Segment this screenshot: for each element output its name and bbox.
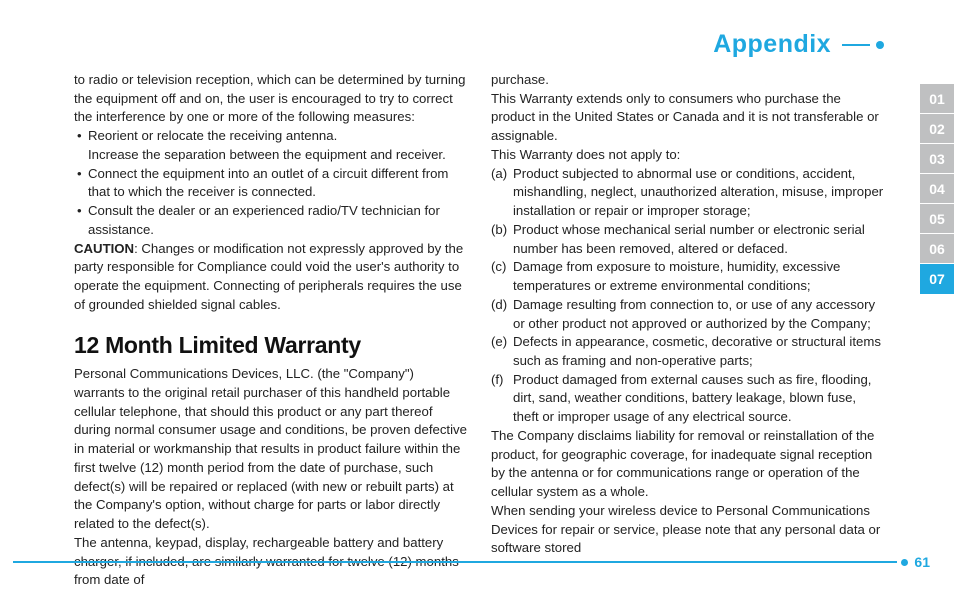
sending-paragraph: When sending your wireless device to Per…: [491, 502, 884, 558]
item-f-text: Product damaged from external causes suc…: [513, 372, 871, 424]
right-column: purchase. This Warranty extends only to …: [491, 71, 884, 590]
item-e-text: Defects in appearance, cosmetic, decorat…: [513, 334, 881, 368]
bullet-1: Reorient or relocate the receiving anten…: [74, 127, 467, 146]
caution-paragraph: CAUTION: Changes or modification not exp…: [74, 240, 467, 315]
purchase-line: purchase.: [491, 71, 884, 90]
item-d: (d) Damage resulting from connection to, …: [491, 296, 884, 333]
header-line-decor: [842, 44, 870, 46]
item-f: (f) Product damaged from external causes …: [491, 371, 884, 427]
intro-paragraph: to radio or television reception, which …: [74, 71, 467, 127]
tab-06[interactable]: 06: [920, 234, 954, 264]
section-tabs: 01 02 03 04 05 06 07: [920, 84, 954, 294]
bullet-3: Consult the dealer or an experienced rad…: [74, 202, 467, 239]
page: Appendix to radio or television receptio…: [0, 0, 954, 592]
item-f-label: (f): [491, 371, 503, 390]
footer-line-decor: [13, 561, 897, 563]
item-c-label: (c): [491, 258, 506, 277]
item-b-text: Product whose mechanical serial number o…: [513, 222, 865, 256]
caution-label: CAUTION: [74, 241, 134, 256]
tab-04[interactable]: 04: [920, 174, 954, 204]
warranty-paragraph-1: Personal Communications Devices, LLC. (t…: [74, 365, 467, 534]
content-columns: to radio or television reception, which …: [74, 71, 884, 590]
bullet-2: Connect the equipment into an outlet of …: [74, 165, 467, 202]
tab-02[interactable]: 02: [920, 114, 954, 144]
tab-03[interactable]: 03: [920, 144, 954, 174]
item-a-label: (a): [491, 165, 507, 184]
extends-paragraph: This Warranty extends only to consumers …: [491, 90, 884, 146]
tab-05[interactable]: 05: [920, 204, 954, 234]
item-a-text: Product subjected to abnormal use or con…: [513, 166, 883, 218]
tab-07[interactable]: 07: [920, 264, 954, 294]
item-c: (c) Damage from exposure to moisture, hum…: [491, 258, 884, 295]
item-d-text: Damage resulting from connection to, or …: [513, 297, 875, 331]
item-e-label: (e): [491, 333, 507, 352]
left-column: to radio or television reception, which …: [74, 71, 467, 590]
item-b-label: (b): [491, 221, 507, 240]
item-d-label: (d): [491, 296, 507, 315]
item-a: (a) Product subjected to abnormal use or …: [491, 165, 884, 221]
header: Appendix: [74, 30, 884, 59]
footer-dot-decor: [901, 559, 908, 566]
header-title: Appendix: [713, 30, 831, 59]
item-c-text: Damage from exposure to moisture, humidi…: [513, 259, 840, 293]
item-e: (e) Defects in appearance, cosmetic, deco…: [491, 333, 884, 370]
header-dot-decor: [876, 41, 884, 49]
bullet-1-sub: Increase the separation between the equi…: [74, 146, 467, 165]
section-title-warranty: 12 Month Limited Warranty: [74, 329, 467, 362]
footer: 61: [13, 554, 930, 570]
item-b: (b) Product whose mechanical serial numbe…: [491, 221, 884, 258]
disclaim-paragraph: The Company disclaims liability for remo…: [491, 427, 884, 502]
tab-01[interactable]: 01: [920, 84, 954, 114]
not-apply-line: This Warranty does not apply to:: [491, 146, 884, 165]
page-number: 61: [914, 554, 930, 570]
